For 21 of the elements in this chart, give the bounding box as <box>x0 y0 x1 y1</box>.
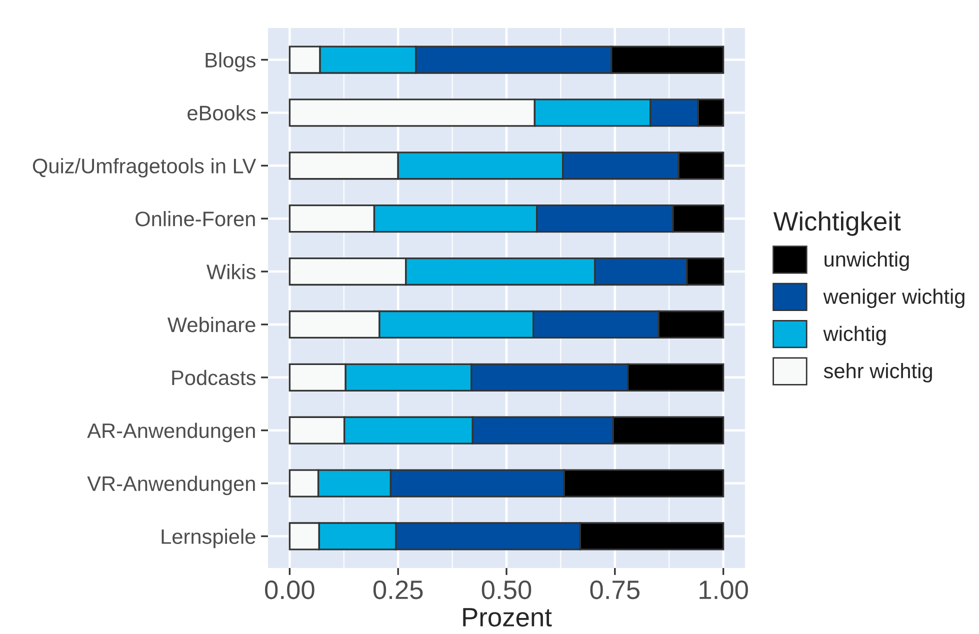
legend-label: sehr wichtig <box>824 363 932 382</box>
y-tick-label: Blogs <box>206 52 256 72</box>
x-tick-label: 1.00 <box>700 580 748 600</box>
legend-title: Wichtigkeit <box>773 211 901 236</box>
x-tick-label: 0.00 <box>265 580 314 600</box>
y-tick-label: eBooks <box>188 105 256 120</box>
y-tick-label: Quiz/Umfragetools in LV <box>32 158 256 178</box>
x-tick-label: 0.50 <box>482 580 532 600</box>
y-tick-label: Wikis <box>206 264 256 280</box>
y-tick-label: Podcasts <box>172 370 256 386</box>
y-tick-label: Lernspiele <box>162 528 256 548</box>
legend-label: unwichtig <box>824 251 909 271</box>
legend-label: weniger wichtig <box>823 288 964 308</box>
x-tick-label: 0.75 <box>590 580 640 600</box>
y-tick-label: AR-Anwendungen <box>87 422 255 442</box>
y-tick-label: Online-Foren <box>136 211 255 226</box>
x-axis-title: Prozent <box>463 608 552 627</box>
y-tick-label: Webinare <box>167 316 256 332</box>
legend-label: wichtig <box>823 326 886 346</box>
x-tick-label: 0.25 <box>373 580 423 600</box>
y-tick-label: VR-Anwendungen <box>87 476 255 496</box>
